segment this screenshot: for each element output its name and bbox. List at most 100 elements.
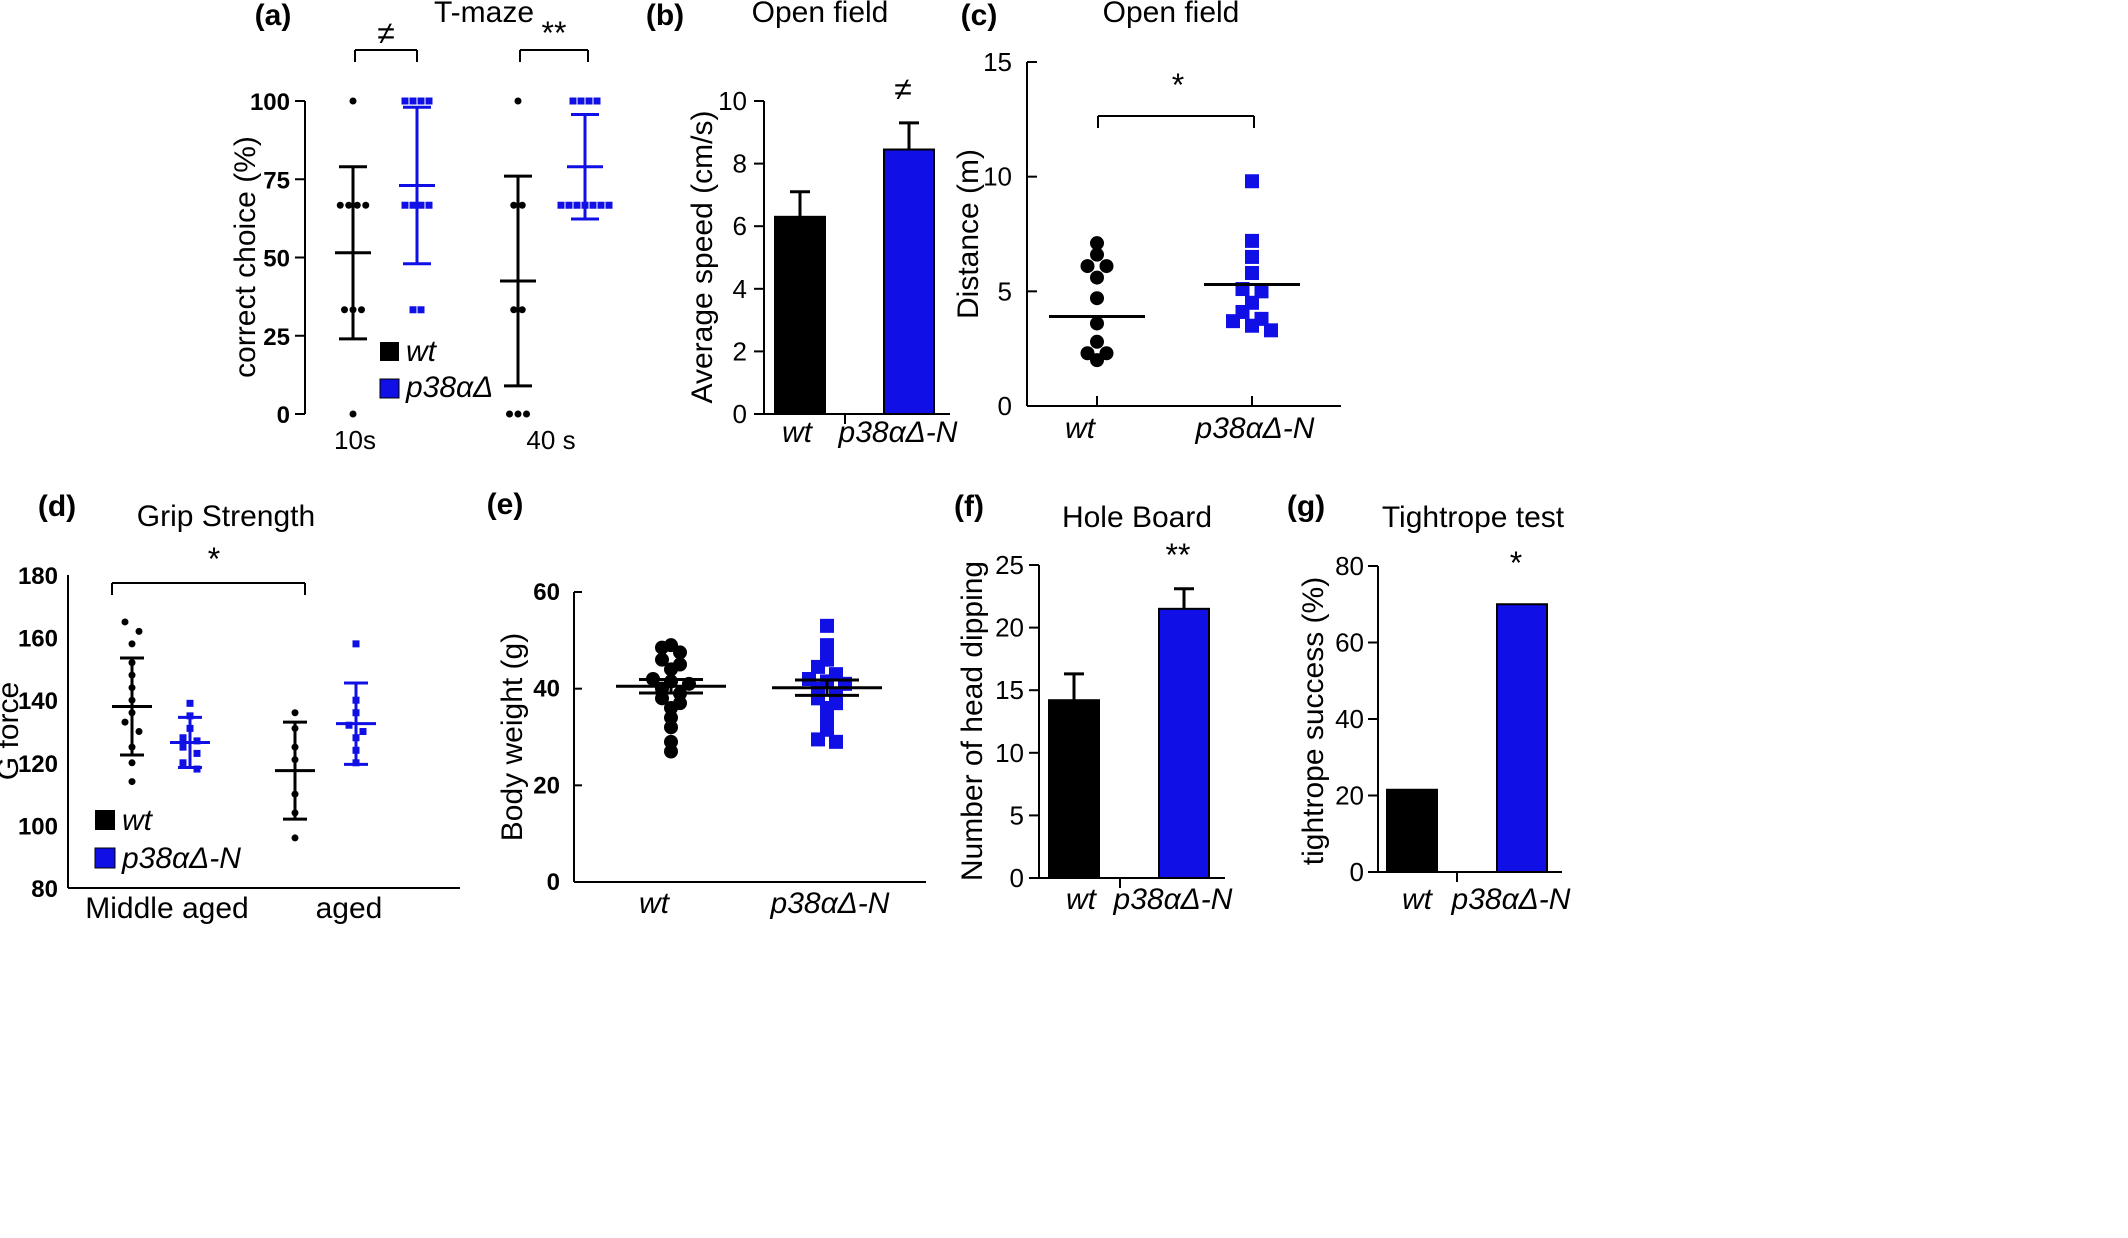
panel-letter: (a): [255, 0, 292, 32]
panel-letter: (d): [38, 490, 76, 523]
y-tick-label: 15: [995, 675, 1024, 705]
legend-swatch-wt: [95, 810, 115, 830]
y-tick-label: 5: [998, 276, 1012, 306]
data-point-mutant: [179, 734, 187, 742]
chart-title: Hole Board: [1062, 501, 1212, 534]
data-point-mutant: [417, 97, 425, 105]
data-point-mutant: [417, 306, 425, 314]
bar-mutant: [883, 148, 935, 415]
data-point-wt: [664, 701, 678, 715]
data-point-mutant: [186, 712, 194, 720]
bar-wt: [1048, 699, 1100, 879]
data-point-wt: [655, 640, 669, 655]
y-tick-label: 40: [1335, 704, 1364, 734]
chart-title: T-maze: [434, 0, 534, 29]
y-tick-label: 4: [733, 274, 747, 304]
y-axis-label: correct choice (%): [229, 136, 262, 378]
data-point-wt: [291, 834, 299, 842]
x-category-label: wt: [639, 887, 671, 920]
y-tick-label: 0: [733, 399, 747, 429]
data-point-mutant: [605, 201, 613, 209]
data-point-mutant: [417, 201, 425, 209]
data-point-wt: [518, 201, 526, 209]
y-tick-label: 0: [547, 869, 560, 896]
significance-label: ≠: [377, 15, 395, 51]
panel-letter: (g): [1287, 490, 1325, 523]
y-tick-label: 25: [263, 324, 290, 351]
y-tick-label: 75: [263, 167, 290, 194]
data-point-mutant: [409, 306, 417, 314]
data-point-mutant: [179, 743, 187, 751]
data-point-wt: [510, 201, 518, 209]
data-point-mutant: [345, 721, 353, 729]
chart-title: Open field: [752, 0, 889, 29]
data-point-mutant: [409, 97, 417, 105]
data-point-wt: [1090, 270, 1104, 285]
significance-label: **: [1166, 537, 1191, 573]
y-tick-label: 6: [733, 211, 747, 241]
data-point-wt: [291, 709, 299, 717]
y-tick-label: 20: [533, 772, 560, 799]
y-tick-label: 8: [733, 149, 747, 179]
chart-title: Tightrope test: [1382, 501, 1565, 534]
significance-label: *: [1172, 67, 1184, 103]
x-category-label: aged: [316, 892, 383, 925]
data-point-wt: [514, 97, 522, 105]
data-point-mutant: [1264, 323, 1278, 338]
data-point-mutant: [1254, 284, 1269, 299]
data-point-wt: [358, 306, 365, 314]
data-point-wt: [518, 306, 526, 314]
data-point-mutant: [193, 749, 201, 757]
data-point-wt: [664, 734, 678, 749]
data-point-wt: [121, 718, 129, 726]
y-axis-label: Body weight (g): [496, 633, 529, 841]
x-category-label: wt: [1065, 412, 1097, 445]
y-tick-label: 10: [718, 86, 747, 116]
data-point-mutant: [425, 201, 433, 209]
significance-label: *: [1510, 545, 1522, 581]
data-point-wt: [523, 410, 530, 418]
bar-wt: [774, 215, 826, 415]
panel-letter: (c): [961, 0, 998, 32]
data-point-wt: [135, 627, 143, 635]
y-tick-label: 40: [533, 676, 560, 703]
data-point-mutant: [565, 201, 573, 209]
data-point-mutant: [597, 201, 605, 209]
x-category-label: wt: [1066, 883, 1098, 916]
x-category-label: p38αΔ-N: [1451, 883, 1571, 916]
data-point-wt: [1090, 353, 1104, 368]
data-point-mutant: [1245, 318, 1259, 333]
data-point-mutant: [409, 201, 417, 209]
data-point-mutant: [585, 97, 593, 105]
x-category-label: 10s: [334, 425, 376, 455]
data-point-mutant: [589, 201, 597, 209]
y-tick-label: 20: [995, 613, 1024, 643]
x-category-label: p38αΔ-N: [1195, 412, 1315, 445]
data-point-mutant: [1245, 265, 1259, 280]
y-tick-label: 20: [1335, 781, 1364, 811]
legend-swatch-mutant: [94, 847, 116, 869]
data-point-mutant: [1245, 233, 1259, 248]
data-point-mutant: [557, 201, 565, 209]
y-tick-label: 2: [733, 336, 747, 366]
data-point-wt: [121, 618, 129, 626]
significance-label: ≠: [894, 71, 912, 107]
x-category-label: p38αΔ-N: [838, 416, 958, 449]
data-point-mutant: [179, 759, 187, 767]
y-tick-label: 0: [998, 391, 1012, 421]
bar-wt: [1386, 788, 1438, 874]
y-axis-label: Distance (m): [952, 149, 985, 319]
data-point-mutant: [811, 659, 825, 674]
data-point-mutant: [820, 618, 834, 633]
y-tick-label: 140: [18, 688, 58, 715]
significance-label: **: [542, 15, 567, 51]
data-point-wt: [655, 652, 669, 667]
data-point-wt: [362, 201, 370, 209]
data-point-wt: [1090, 247, 1104, 262]
data-point-wt: [1090, 334, 1104, 349]
data-point-mutant: [820, 710, 834, 725]
data-point-mutant: [811, 732, 825, 747]
y-tick-label: 80: [1335, 551, 1364, 581]
data-point-wt: [1099, 259, 1114, 274]
x-category-label: 40 s: [526, 425, 575, 455]
